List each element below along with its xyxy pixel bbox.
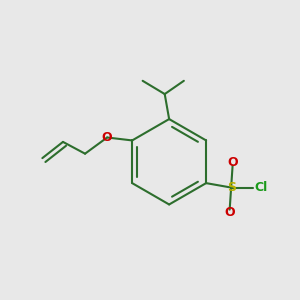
Text: O: O: [102, 131, 112, 144]
Text: O: O: [224, 206, 235, 219]
Text: O: O: [227, 156, 238, 169]
Text: S: S: [226, 181, 236, 194]
Text: Cl: Cl: [255, 181, 268, 194]
